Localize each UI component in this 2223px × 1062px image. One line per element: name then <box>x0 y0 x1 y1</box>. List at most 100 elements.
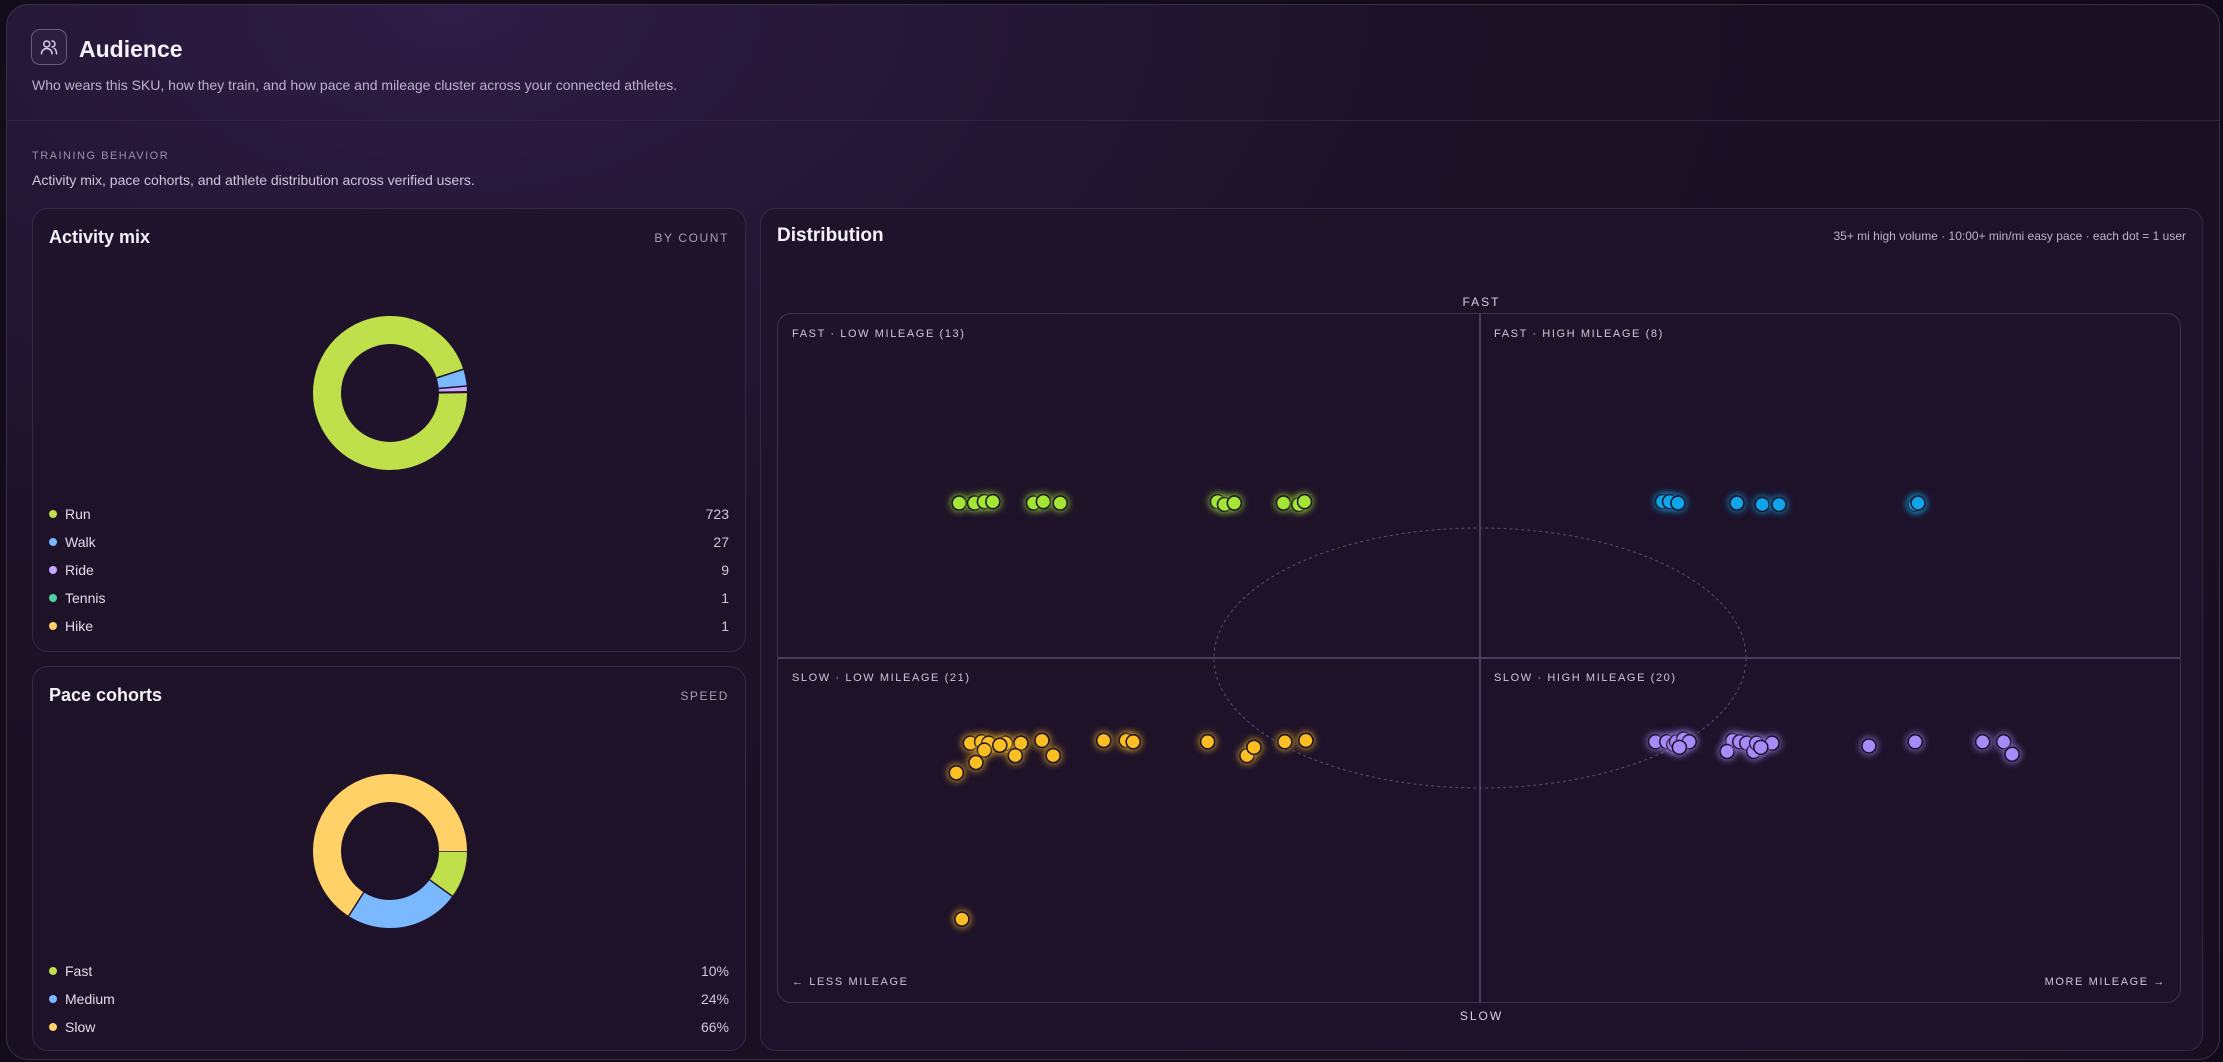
legend-dot <box>49 622 57 630</box>
distribution-card: Distribution 35+ mi high volume · 10:00+… <box>760 208 2203 1051</box>
legend-label: Walk <box>65 534 96 550</box>
user-dot-fast-low[interactable] <box>1052 495 1068 511</box>
pace-donut-chart <box>313 774 467 928</box>
legend-value: 1 <box>721 590 729 606</box>
activity-slice-run[interactable] <box>313 316 467 470</box>
legend-item-hike: Hike 1 <box>49 612 729 640</box>
user-dot-slow-low[interactable] <box>1246 739 1262 756</box>
user-dot-fast-low[interactable] <box>1275 495 1292 511</box>
user-dot-fast-low[interactable] <box>1296 493 1313 510</box>
legend-label: Medium <box>65 991 115 1007</box>
legend-item-medium: Medium 24% <box>49 985 729 1013</box>
activity-mix-tag: BY COUNT <box>654 231 729 245</box>
activity-donut-chart <box>313 316 468 470</box>
distribution-title: Distribution <box>777 225 884 246</box>
user-dot-fast-low[interactable] <box>985 493 1001 510</box>
pace-cohorts-title: Pace cohorts <box>49 685 163 705</box>
legend-dot <box>49 995 57 1003</box>
legend-value: 9 <box>721 562 729 578</box>
user-dot-fast-low[interactable] <box>951 495 967 511</box>
user-dot-slow-high[interactable] <box>2004 746 2020 762</box>
legend-value: 723 <box>705 506 729 522</box>
legend-value: 27 <box>713 534 729 550</box>
user-dot-fast-high[interactable] <box>1771 496 1787 513</box>
user-dot-slow-high[interactable] <box>1671 739 1688 756</box>
audience-panel: Audience Who wears this SKU, how they tr… <box>6 4 2220 1060</box>
pace-cohorts-tag: SPEED <box>680 689 729 703</box>
pace-separator <box>429 879 453 897</box>
legend-item-run: Run 723 <box>49 500 729 528</box>
legend-item-walk: Walk 27 <box>49 528 729 556</box>
legend-label: Ride <box>65 562 94 578</box>
pace-separator <box>348 891 365 917</box>
user-dot-slow-low[interactable] <box>968 754 984 771</box>
more-mileage-label: MORE MILEAGE → <box>2044 976 2166 988</box>
axis-label-fast: FAST <box>1462 295 1501 309</box>
activity-separator <box>438 385 467 390</box>
user-dot-slow-low[interactable] <box>976 742 993 758</box>
user-dot-fast-high[interactable] <box>1670 495 1686 511</box>
user-dot-fast-low[interactable] <box>1226 495 1243 511</box>
legend-item-fast: Fast 10% <box>49 957 729 985</box>
activity-mix-title: Activity mix <box>49 227 151 247</box>
legend-value: 24% <box>700 991 729 1007</box>
legend-dot <box>49 1023 57 1031</box>
user-dot-slow-low[interactable] <box>948 765 965 781</box>
user-dot-fast-high[interactable] <box>1754 496 1770 513</box>
axis-label-slow: SLOW <box>1459 1009 1504 1023</box>
user-dot-fast-high[interactable] <box>1910 495 1926 511</box>
user-dot-slow-low[interactable] <box>1013 735 1029 751</box>
pace-legend: Fast 10% Medium 24% Slow 66% <box>49 957 729 1041</box>
user-dot-slow-low[interactable] <box>1007 747 1024 764</box>
legend-dot <box>49 566 57 574</box>
pace-slice-medium[interactable] <box>313 774 467 928</box>
user-dot-slow-low[interactable] <box>1298 732 1314 749</box>
distribution-scatter-plot: FAST · LOW MILEAGE (13) FAST · HIGH MILE… <box>777 313 2181 1003</box>
scatter-canvas <box>778 314 2180 1002</box>
activity-separator <box>436 368 464 379</box>
users-icon <box>31 29 67 65</box>
legend-value: 66% <box>700 1019 729 1035</box>
distribution-note: 35+ mi high volume · 10:00+ min/mi easy … <box>1833 229 2186 243</box>
quadrant-label-slow-high: SLOW · HIGH MILEAGE (20) <box>1494 672 1677 684</box>
pace-slice-slow[interactable] <box>313 774 467 928</box>
legend-dot <box>49 538 57 546</box>
user-dot-slow-high[interactable] <box>1974 734 1991 750</box>
legend-dot <box>49 594 57 602</box>
page-subtitle: Who wears this SKU, how they train, and … <box>32 77 678 93</box>
user-dot-slow-high[interactable] <box>1907 734 1923 750</box>
user-dot-slow-low[interactable] <box>1045 747 1061 764</box>
user-dot-slow-low[interactable] <box>1125 734 1141 750</box>
section-kicker: TRAINING BEHAVIOR <box>32 150 170 162</box>
user-dot-slow-high[interactable] <box>1753 739 1769 756</box>
user-dot-slow-high[interactable] <box>1995 734 2012 750</box>
legend-value: 10% <box>700 963 729 979</box>
legend-label: Tennis <box>65 590 106 606</box>
user-dot-fast-high[interactable] <box>1729 495 1745 511</box>
user-dot-slow-low[interactable] <box>1277 734 1293 750</box>
legend-label: Run <box>65 506 91 522</box>
user-dot-slow-low[interactable] <box>954 911 970 927</box>
legend-dot <box>49 510 57 518</box>
pace-cohorts-card: Pace cohorts SPEED Fast 10% Medium 24% S… <box>32 666 746 1051</box>
legend-label: Hike <box>65 618 94 634</box>
user-dot-slow-low[interactable] <box>1034 732 1050 749</box>
user-dot-slow-low[interactable] <box>992 737 1008 753</box>
quadrant-label-fast-low: FAST · LOW MILEAGE (13) <box>792 328 966 340</box>
activity-legend: Run 723 Walk 27 Ride 9 Tennis 1 Hike <box>49 500 729 640</box>
legend-label: Slow <box>65 1019 96 1035</box>
legend-value: 1 <box>721 618 729 634</box>
legend-item-ride: Ride 9 <box>49 556 729 584</box>
page-title: Audience <box>79 36 183 62</box>
user-dot-slow-high[interactable] <box>1719 743 1735 760</box>
dots-layer <box>948 493 2020 927</box>
user-dot-slow-low[interactable] <box>1199 734 1216 750</box>
user-dot-fast-low[interactable] <box>1035 493 1052 510</box>
legend-label: Fast <box>65 963 93 979</box>
legend-dot <box>49 967 57 975</box>
page-header: Audience Who wears this SKU, how they tr… <box>7 5 2219 121</box>
user-dot-slow-low[interactable] <box>1095 732 1112 749</box>
section-subtitle: Activity mix, pace cohorts, and athlete … <box>32 172 475 188</box>
user-dot-slow-high[interactable] <box>1861 738 1877 754</box>
quadrant-label-slow-low: SLOW · LOW MILEAGE (21) <box>792 672 971 684</box>
